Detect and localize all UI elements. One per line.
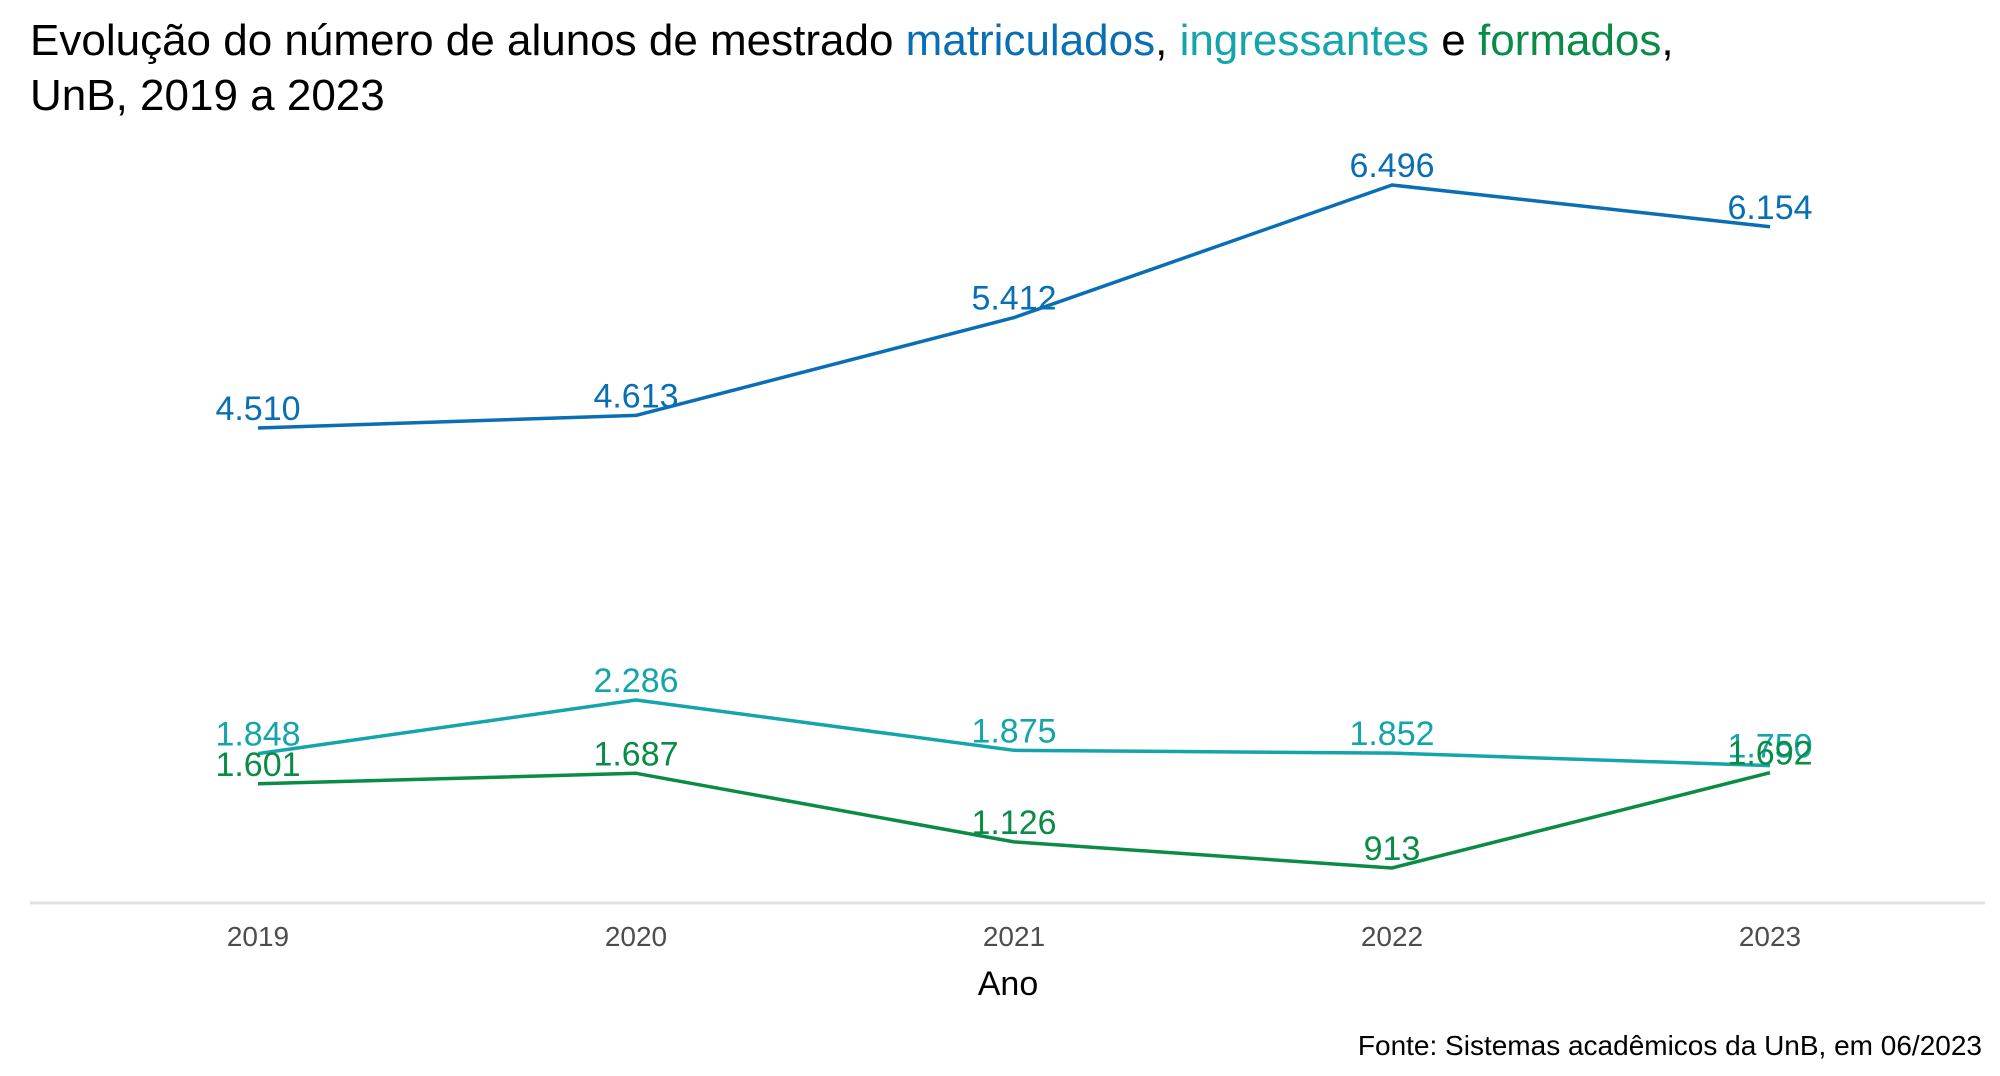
chart-title-line1: Evolução do número de alunos de mestrado… xyxy=(30,16,1674,65)
title-series-formados: formados xyxy=(1478,16,1661,65)
series-line-ingressantes xyxy=(257,698,1771,768)
x-tick-label-2020: 2020 xyxy=(605,921,667,952)
data-label-matriculados-2023: 6.154 xyxy=(1727,189,1812,227)
data-label-formados-2019: 1.601 xyxy=(215,746,300,784)
x-tick-label-2019: 2019 xyxy=(227,921,289,952)
x-tick-label-2023: 2023 xyxy=(1739,921,1801,952)
title-series-ingressantes: ingressantes xyxy=(1180,16,1429,65)
data-label-formados-2020: 1.687 xyxy=(593,735,678,773)
title-separator-2: e xyxy=(1429,16,1478,65)
data-label-matriculados-2019: 4.510 xyxy=(215,390,300,428)
series-line-formados xyxy=(257,771,1771,870)
data-label-formados-2021: 1.126 xyxy=(971,804,1056,842)
title-separator-1: , xyxy=(1155,16,1179,65)
x-axis-title: Ano xyxy=(978,965,1039,1003)
x-tick-labels: 2019 2020 2021 2022 2023 xyxy=(227,921,1801,952)
series-lines xyxy=(257,183,1771,870)
x-tick-label-2021: 2021 xyxy=(983,921,1045,952)
source-caption: Fonte: Sistemas acadêmicos da UnB, em 06… xyxy=(1358,1030,1982,1061)
data-label-ingressantes-2019: 1.848 xyxy=(215,716,300,754)
data-label-matriculados-2022: 6.496 xyxy=(1349,147,1434,185)
data-label-matriculados-2021: 5.412 xyxy=(971,280,1056,318)
title-prefix: Evolução do número de alunos de mestrado xyxy=(30,16,906,65)
x-tick-label-2022: 2022 xyxy=(1361,921,1423,952)
data-label-ingressantes-2022: 1.852 xyxy=(1349,715,1434,753)
data-labels: 4.510 4.613 5.412 6.496 6.154 1.848 2.286 1.875… xyxy=(215,147,1812,868)
chart-title-line2: UnB, 2019 a 2023 xyxy=(30,71,385,120)
title-separator-3: , xyxy=(1661,16,1673,65)
data-label-ingressantes-2023: 1.750 xyxy=(1727,728,1812,766)
title-series-matriculados: matriculados xyxy=(906,16,1155,65)
data-label-matriculados-2020: 4.613 xyxy=(593,377,678,415)
data-label-ingressantes-2020: 2.286 xyxy=(593,662,678,700)
data-label-formados-2023: 1.692 xyxy=(1727,735,1812,773)
series-line-matriculados xyxy=(257,183,1771,430)
data-label-formados-2022: 913 xyxy=(1364,830,1421,868)
data-label-ingressantes-2021: 1.875 xyxy=(971,712,1056,750)
